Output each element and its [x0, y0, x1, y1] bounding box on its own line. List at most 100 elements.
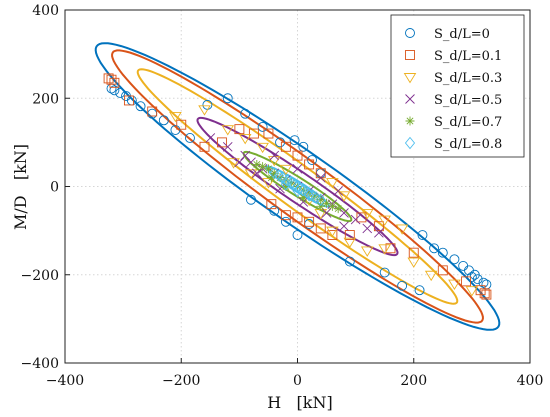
data-point [240, 150, 251, 161]
data-point [315, 223, 326, 234]
data-point [292, 164, 303, 174]
data-point [327, 201, 337, 211]
data-point [123, 95, 134, 106]
data-point [262, 178, 275, 189]
data-point [481, 289, 492, 300]
data-point [269, 168, 279, 178]
legend-marker [405, 94, 415, 104]
data-point [269, 205, 280, 216]
data-point [280, 141, 291, 152]
data-point [286, 176, 297, 190]
data-point [304, 159, 315, 170]
legend: S_d/L=0 S_d/L=0.1 S_d/L=0.3 S_d/L=0.5 S_d/L=… [390, 14, 525, 158]
y-tick-label: −400 [21, 356, 59, 372]
data-point [339, 208, 349, 218]
data-point [356, 212, 367, 223]
data-point [263, 128, 274, 139]
data-point [216, 137, 227, 148]
data-point [279, 164, 293, 176]
ellipses-layer [94, 42, 501, 331]
y-tick-label: 400 [32, 3, 59, 19]
data-point [199, 141, 210, 152]
data-point [360, 246, 374, 257]
data-point [227, 158, 240, 169]
data-point [251, 168, 262, 179]
data-point [304, 216, 315, 227]
data-point [337, 191, 351, 202]
data-point [258, 162, 268, 172]
data-point [281, 182, 291, 191]
data-point [414, 285, 425, 296]
data-point [266, 173, 276, 183]
data-point [417, 230, 428, 240]
ticks-layer: −400 −200 0 200 400 400 200 0 −200 −400 [21, 3, 544, 389]
data-point [344, 256, 355, 267]
legend-label: S_d/L=0.1 [434, 49, 502, 64]
legend-item: S_d/L=0.3 [403, 71, 502, 86]
data-point [316, 195, 326, 205]
data-point [256, 142, 269, 154]
data-point [115, 88, 126, 98]
data-point [315, 193, 326, 206]
data-point [333, 204, 343, 214]
data-point [269, 150, 280, 161]
data-point [205, 133, 216, 143]
data-point [448, 279, 461, 290]
y-tick-label: −200 [21, 268, 59, 284]
data-point [350, 214, 361, 225]
data-point [315, 168, 326, 179]
data-point [244, 169, 258, 180]
legend-marker [405, 50, 415, 60]
data-point [429, 243, 440, 254]
data-point [379, 267, 390, 278]
data-point [109, 85, 120, 96]
data-point [304, 189, 315, 202]
data-point [263, 164, 273, 174]
data-point [234, 157, 245, 168]
data-point [316, 201, 326, 211]
legend-label: S_d/L=0.5 [434, 93, 502, 108]
data-point [321, 208, 332, 218]
data-point [360, 209, 374, 220]
legend-label: S_d/L=0.8 [434, 137, 502, 152]
data-point [292, 212, 303, 223]
data-point [385, 243, 396, 254]
data-point [478, 277, 489, 288]
data-point [449, 254, 460, 265]
data-point [248, 128, 259, 139]
series-5-points [269, 167, 326, 206]
data-point [298, 193, 308, 203]
data-point [408, 247, 419, 258]
data-point [322, 198, 332, 208]
ellipse-series-0 [94, 42, 501, 331]
data-point [479, 288, 490, 299]
data-point [362, 223, 373, 234]
x-tick-label: 400 [517, 373, 544, 389]
legend-item: S_d/L=0.8 [404, 136, 502, 152]
data-point [458, 260, 469, 271]
y-tick-label: 200 [32, 91, 59, 107]
x-tick-label: −400 [46, 373, 84, 389]
ellipse-series-1 [111, 49, 484, 324]
data-point [198, 105, 211, 116]
data-point [481, 279, 492, 290]
data-point [374, 228, 384, 238]
legend-item: S_d/L=0.5 [405, 93, 502, 108]
data-point [222, 141, 233, 152]
data-point [252, 159, 262, 169]
data-point [275, 173, 285, 183]
legend-label: S_d/L=0.3 [434, 71, 502, 86]
data-point [461, 276, 472, 287]
data-point [109, 77, 120, 88]
x-tick-label: 0 [293, 373, 302, 389]
data-point [221, 125, 235, 136]
x-axis-label: H [kN] [267, 393, 332, 412]
data-point [280, 178, 291, 191]
data-point [339, 221, 349, 232]
data-point [310, 191, 320, 201]
data-point [292, 184, 303, 198]
series-1-points [103, 73, 492, 300]
data-point [326, 226, 339, 237]
legend-marker [405, 28, 415, 38]
